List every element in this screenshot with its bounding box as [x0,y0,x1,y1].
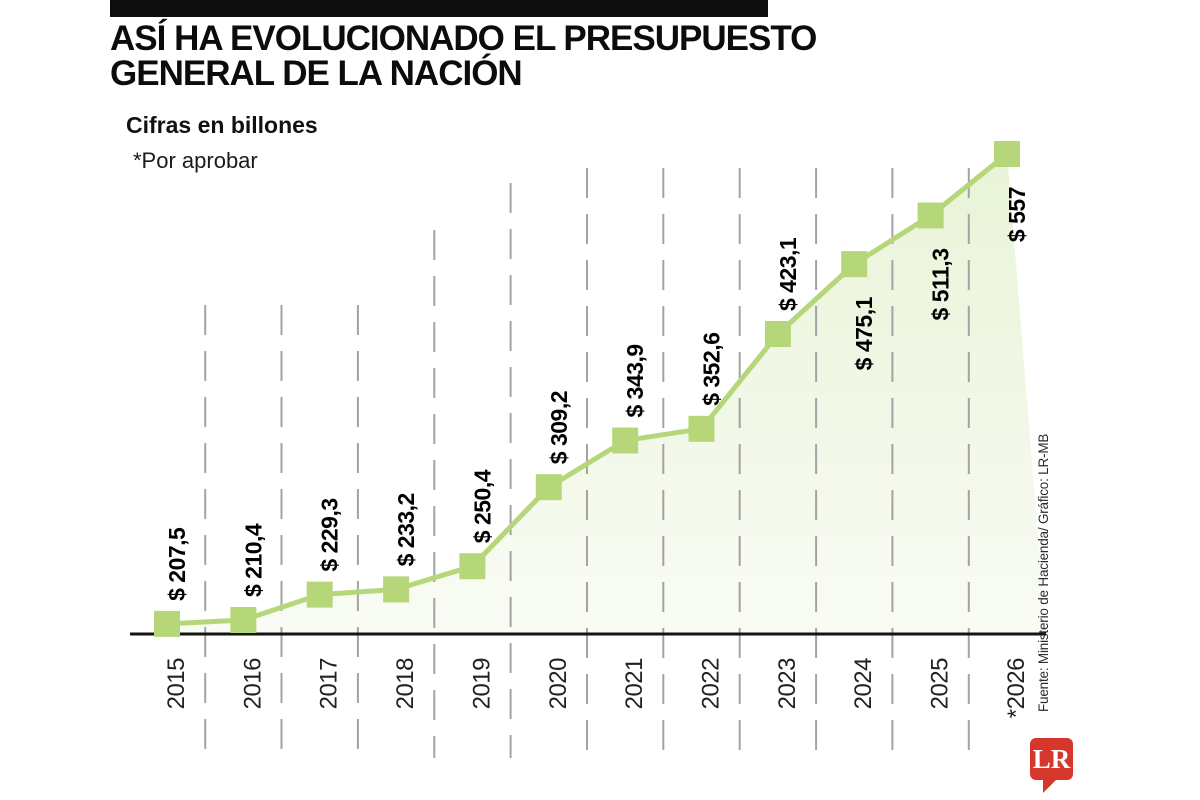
data-marker-2022 [688,415,715,442]
year-label-2017: 2017 [316,658,343,710]
data-marker-2026 [994,141,1020,167]
lr-logo: LR [1030,738,1073,793]
value-label-2016: $ 210,4 [240,523,266,597]
value-label-2023: $ 423,1 [775,237,801,311]
header-accent-bar [110,0,768,17]
data-marker-2019 [459,553,486,580]
page-title: ASÍ HA EVOLUCIONADO EL PRESUPUESTO GENER… [110,19,817,93]
data-marker-2025 [917,202,944,229]
page-title-line2: GENERAL DE LA NACIÓN [110,54,523,93]
data-marker-2017 [306,581,333,608]
data-marker-2015 [154,610,180,637]
units-note: Cifras en billones [126,112,318,138]
year-label-2026: *2026 [1003,658,1030,718]
year-label-2018: 2018 [392,658,419,710]
year-label-2024: 2024 [850,658,877,710]
data-marker-2023 [764,321,791,347]
value-label-2015: $ 207,5 [164,527,190,601]
lr-logo-text: LR [1033,744,1071,774]
value-label-2025: $ 511,3 [928,249,954,321]
approval-note: *Por aprobar [133,148,258,173]
value-label-2024: $ 475,1 [851,296,877,370]
year-label-2015: 2015 [163,658,190,710]
year-label-2023: 2023 [774,658,801,710]
year-label-2022: 2022 [698,658,725,710]
data-marker-2024 [841,251,868,278]
value-label-2026: $ 557 [1004,187,1030,242]
year-label-2025: 2025 [927,658,954,710]
lr-logo-bubble [1030,738,1073,793]
area-fill [167,154,1046,634]
value-label-2017: $ 229,3 [317,498,343,571]
data-marker-2020 [535,474,562,501]
source-credit: Fuente: Ministerio de Hacienda/ Gráfico:… [1036,433,1051,712]
year-label-2021: 2021 [621,658,648,710]
value-label-2022: $ 352,6 [699,333,725,406]
year-label-2016: 2016 [239,658,266,710]
value-label-2021: $ 343,9 [622,344,648,417]
data-marker-2016 [230,607,257,633]
value-label-2019: $ 250,4 [469,469,495,543]
year-label-2019: 2019 [468,658,495,710]
value-label-2018: $ 233,2 [393,493,419,566]
value-label-2020: $ 309,2 [546,391,572,464]
year-label-2020: 2020 [545,658,572,710]
data-marker-2018 [383,576,410,603]
page-title-line1: ASÍ HA EVOLUCIONADO EL PRESUPUESTO [110,19,817,58]
data-marker-2021 [612,427,639,454]
